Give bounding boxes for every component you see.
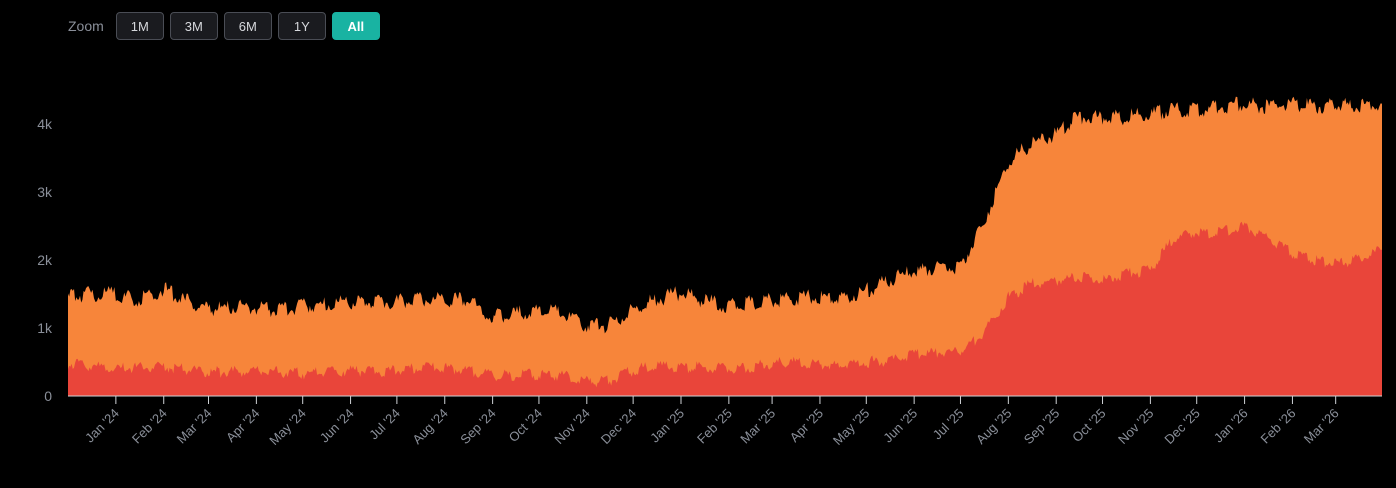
x-tick-label: Dec '25: [1161, 406, 1202, 447]
x-tick-label: Oct '24: [506, 406, 545, 445]
y-tick-label: 1k: [37, 320, 53, 336]
x-tick-label: Oct '25: [1069, 406, 1108, 445]
zoom-all-button[interactable]: All: [331, 12, 380, 40]
x-tick-label: Aug '24: [409, 406, 450, 447]
x-tick-label: May '25: [830, 406, 873, 449]
x-tick-label: Sep '25: [1021, 406, 1062, 447]
x-tick-label: Jun '24: [317, 406, 357, 446]
y-tick-label: 3k: [37, 184, 53, 200]
zoom-controls: Zoom 1M 3M 6M 1Y All: [68, 12, 380, 40]
series-bottom-area: [68, 221, 1382, 396]
y-tick-label: 0: [44, 388, 52, 404]
x-tick-label: Mar '25: [737, 406, 778, 447]
x-tick-label: Jul '25: [930, 406, 967, 443]
x-axis: Jan '24 Feb '24 Mar '24 Apr '24 May '24 Jun '…: [82, 396, 1342, 448]
x-tick-label: Jul '24: [366, 406, 403, 443]
y-tick-label: 4k: [37, 116, 53, 132]
zoom-6m-button[interactable]: 6M: [223, 12, 272, 40]
x-tick-label: Jun '25: [880, 406, 920, 446]
x-tick-label: Jan '25: [647, 406, 687, 446]
x-tick-label: Jan '24: [82, 406, 122, 446]
x-tick-label: Apr '25: [787, 406, 826, 445]
x-tick-label: Mar '24: [174, 406, 215, 447]
y-tick-label: 2k: [37, 252, 53, 268]
chart-areas: [68, 96, 1382, 396]
x-tick-label: Jan '26: [1211, 406, 1251, 446]
zoom-1y-button[interactable]: 1Y: [277, 12, 326, 40]
y-axis: 0 1k 2k 3k 4k: [37, 116, 53, 404]
zoom-label: Zoom: [68, 18, 104, 34]
x-tick-label: Apr '24: [223, 406, 262, 445]
x-tick-label: Aug '25: [973, 406, 1014, 447]
x-tick-label: Sep '24: [457, 406, 498, 447]
x-tick-label: Feb '25: [694, 406, 735, 447]
x-tick-label: May '24: [266, 406, 309, 449]
x-tick-label: Mar '26: [1301, 406, 1342, 447]
x-tick-label: Nov '24: [551, 406, 592, 447]
x-tick-label: Dec '24: [598, 406, 639, 447]
x-tick-label: Nov '25: [1115, 406, 1156, 447]
x-tick-label: Feb '26: [1258, 406, 1299, 447]
zoom-1m-button[interactable]: 1M: [115, 12, 164, 40]
zoom-3m-button[interactable]: 3M: [169, 12, 218, 40]
x-tick-label: Feb '24: [129, 406, 170, 447]
